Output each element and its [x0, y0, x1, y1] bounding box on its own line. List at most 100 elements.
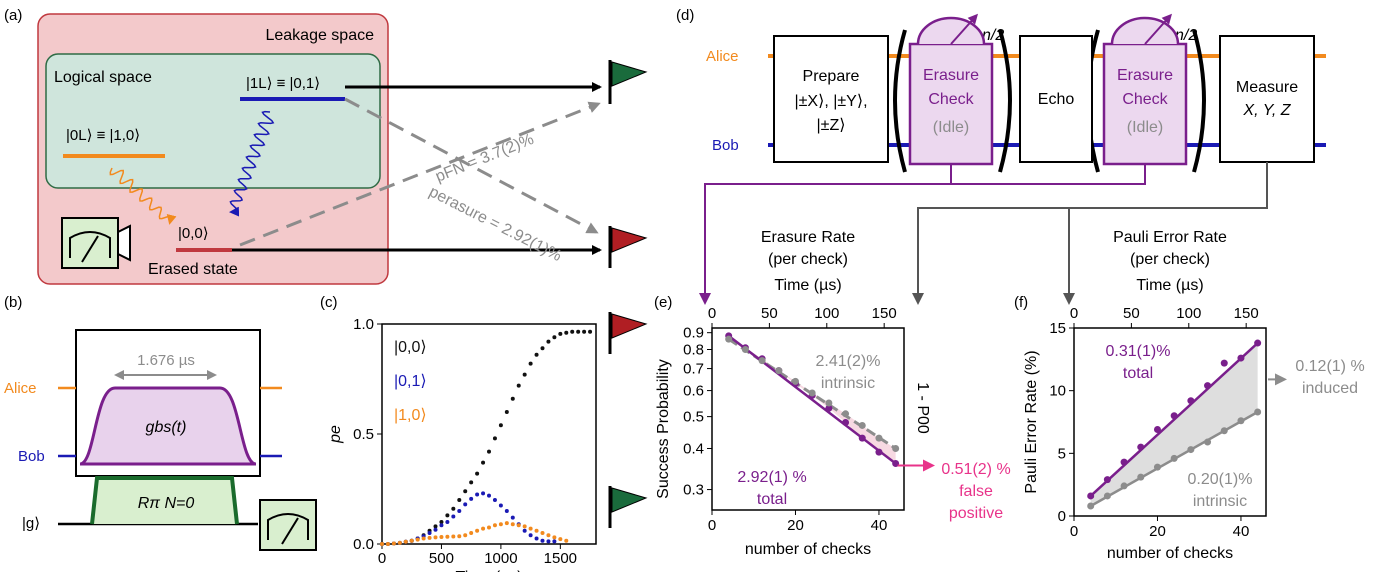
- c-point-s1-28: [546, 539, 551, 544]
- f-xlabel: number of checks: [1107, 545, 1233, 562]
- f-x2tick-label-3: 150: [1234, 305, 1259, 322]
- c-point-s1-29: [552, 539, 557, 544]
- f-point-s1-1: [1103, 492, 1111, 500]
- f-x2tick-label-0: 0: [1070, 305, 1078, 322]
- c-point-s2-22: [510, 522, 515, 527]
- plot-e-frame: [711, 327, 905, 511]
- f-annot-intrinsic-2: intrinsic: [1193, 493, 1247, 510]
- c-point-s1-18: [487, 493, 491, 498]
- e-point-s1-7: [842, 410, 850, 418]
- c-point-s0-11: [445, 513, 450, 518]
- f-point-s0-6: [1187, 397, 1195, 405]
- c-point-s2-2: [391, 541, 396, 546]
- c-point-s2-31: [564, 538, 569, 543]
- f-point-s1-3: [1137, 473, 1145, 481]
- c-point-s2-17: [481, 526, 486, 531]
- plot-c: 0 500 1000 1500 0.0 0.5 1.0 Time (ns) pe |0,0⟩ |0,…: [327, 316, 597, 572]
- pulse-duration-label: 1.676 µs: [137, 352, 195, 369]
- measure-box: [1219, 35, 1315, 163]
- c-point-s1-25: [528, 533, 533, 538]
- c-point-s2-0: [380, 542, 384, 546]
- bracket-right-1: [998, 29, 1012, 173]
- c-point-s2-9: [433, 535, 438, 540]
- erasure-check-label-2a: Erasure: [1117, 67, 1173, 84]
- e-annot-fp-2: false: [959, 483, 993, 500]
- c-point-s1-22: [510, 515, 515, 520]
- panel-b: (b) Alice Bob 1.676 µs gbs(t) |g⟩ Rπ N=0: [4, 294, 317, 551]
- e-ytick-label-5: 0.8: [683, 342, 704, 359]
- c-point-s1-14: [463, 502, 468, 507]
- c-point-s0-30: [558, 331, 563, 336]
- e-point-s1-9: [875, 434, 883, 442]
- measure-label: Measure: [1236, 79, 1298, 96]
- c-point-s0-14: [463, 489, 468, 494]
- c-point-s0-28: [546, 339, 551, 344]
- state-0L-label: |0L⟩ ≡ |1,0⟩: [66, 127, 140, 144]
- erasure-check-label-1a: Erasure: [923, 67, 979, 84]
- erasure-check-label-1b: Check: [928, 91, 974, 108]
- blue-decay-photon: [229, 110, 275, 217]
- f-x2tick-label-2: 100: [1176, 305, 1201, 322]
- measure-bases: X, Y, Z: [1242, 102, 1291, 119]
- panel-label-b: (b): [4, 294, 22, 311]
- c-legend-2: |1,0⟩: [394, 407, 427, 424]
- c-point-s0-24: [522, 372, 527, 377]
- c-point-s2-25: [528, 526, 533, 531]
- c-point-s2-28: [546, 533, 551, 538]
- c-point-s0-20: [498, 423, 503, 428]
- f-xtick-label-2: 40: [1233, 523, 1250, 540]
- c-point-s0-16: [475, 471, 480, 476]
- c-point-s0-19: [492, 436, 497, 441]
- e-x2tick-label-3: 150: [872, 305, 897, 322]
- f-annot-induced-2: induced: [1302, 380, 1358, 397]
- c-point-s1-15: [469, 496, 474, 501]
- leakage-space-label: Leakage space: [265, 27, 374, 44]
- c-point-s0-23: [516, 383, 521, 388]
- green-flag-icon: [608, 60, 648, 104]
- f-annot-total-1: 0.31(1)%: [1106, 343, 1171, 360]
- e-xtick-label-0: 0: [708, 517, 716, 534]
- c-point-s2-12: [451, 534, 456, 539]
- f-shaded-region: [1090, 343, 1258, 506]
- logical-space-label: Logical space: [54, 69, 152, 86]
- e-ytick-label-0: 0.3: [683, 482, 704, 499]
- c-point-s2-16: [475, 528, 480, 533]
- e-xtick-label-2: 40: [871, 517, 888, 534]
- c-point-s1-8: [427, 531, 432, 535]
- e-ytick-label-6: 0.9: [683, 325, 704, 342]
- meter-dome-1: [916, 16, 986, 45]
- f-point-s0-1: [1103, 476, 1111, 484]
- f-annot-induced-1: 0.12(1) %: [1295, 358, 1364, 375]
- c-point-s1-12: [451, 514, 456, 519]
- c-point-s1-10: [439, 523, 444, 528]
- c-point-s1-9: [433, 527, 438, 532]
- panel-e: (e) Erasure Rate (per check) Time (µs) 0 20 4…: [654, 229, 1011, 558]
- f-point-s0-2: [1120, 458, 1128, 466]
- f-fit-total: [1089, 342, 1259, 497]
- c-point-s1-11: [445, 520, 450, 524]
- orange-decay-photon: [109, 167, 177, 225]
- c-point-s0-9: [433, 524, 438, 529]
- c-legend-1: |0,1⟩: [394, 373, 427, 390]
- plot-f: Pauli Error Rate (per check) Time (µs) 0 20 4…: [1023, 229, 1365, 562]
- erasure-check-box-2: [1102, 42, 1188, 166]
- c-xtick-label-3: 1500: [544, 550, 577, 567]
- c-point-s2-18: [487, 525, 491, 530]
- f-annot-intrinsic-1: 0.20(1)%: [1188, 471, 1253, 488]
- c-point-s1-21: [504, 509, 509, 513]
- e-x2label: Time (µs): [774, 277, 841, 294]
- c-xtick-label-2: 1000: [484, 550, 517, 567]
- erased-state-label: Erased state: [148, 261, 238, 278]
- e-annot-total-1: 2.92(1) %: [737, 469, 806, 486]
- plot-e: Erasure Rate (per check) Time (µs) 0 20 40 0 50…: [655, 229, 1011, 558]
- e-x2tick-label-1: 50: [761, 305, 778, 322]
- f-ytick-label-3: 15: [1049, 320, 1066, 337]
- c-point-s0-21: [504, 410, 509, 414]
- erasure-arrow: [344, 97, 599, 234]
- c-point-s1-20: [498, 503, 503, 508]
- bracket-right-2: [1192, 29, 1206, 173]
- f-point-s1-0: [1087, 502, 1095, 510]
- bracket-left-1: [893, 29, 907, 173]
- e-ytick-label-3: 0.6: [683, 383, 704, 400]
- c-point-s2-8: [427, 535, 432, 540]
